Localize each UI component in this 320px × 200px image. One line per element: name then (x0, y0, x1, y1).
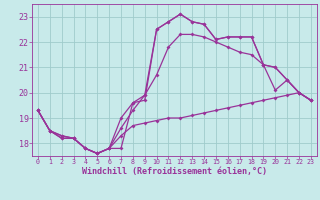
X-axis label: Windchill (Refroidissement éolien,°C): Windchill (Refroidissement éolien,°C) (82, 167, 267, 176)
